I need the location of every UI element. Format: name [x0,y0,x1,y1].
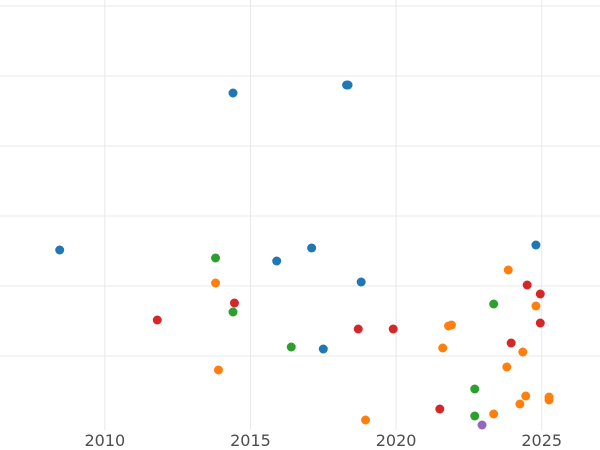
scatter-point [388,324,398,334]
scatter-point [535,289,545,299]
x-tick-label: 2015 [230,431,271,450]
scatter-point [518,347,528,357]
scatter-point [356,277,366,287]
scatter-point [489,409,499,419]
scatter-point [446,320,456,330]
scatter-point [361,415,371,425]
x-tick-label: 2025 [521,431,562,450]
scatter-point [503,265,513,275]
scatter-point [438,343,448,353]
scatter-point [544,395,554,405]
scatter-point [521,391,531,401]
scatter-point [535,318,545,328]
scatter-point [211,278,221,288]
scatter-point [343,80,353,90]
x-tick-label: 2020 [376,431,417,450]
scatter-point [435,404,445,414]
scatter-point [286,342,296,352]
x-tick-label: 2010 [84,431,125,450]
scatter-point [502,362,512,372]
scatter-point [470,384,480,394]
scatter-point [228,88,238,98]
scatter-point [229,298,239,308]
scatter-point [506,338,516,348]
scatter-point [531,301,541,311]
scatter-point [318,344,328,354]
scatter-point [477,420,487,430]
scatter-point [353,324,363,334]
x-axis-ticks: 2010 2015 2020 2025 [84,431,562,450]
data-points [55,80,554,430]
scatter-point [55,245,65,255]
scatter-point [272,256,282,266]
grid [0,0,600,430]
scatter-point [213,365,223,375]
scatter-point [211,253,221,263]
scatter-point [489,299,499,309]
scatter-point [152,315,162,325]
scatter-point [307,243,317,253]
scatter-point [470,411,480,421]
scatter-point [515,399,525,409]
scatter-point [522,280,532,290]
scatter-point [228,307,238,317]
scatter-point [531,240,541,250]
